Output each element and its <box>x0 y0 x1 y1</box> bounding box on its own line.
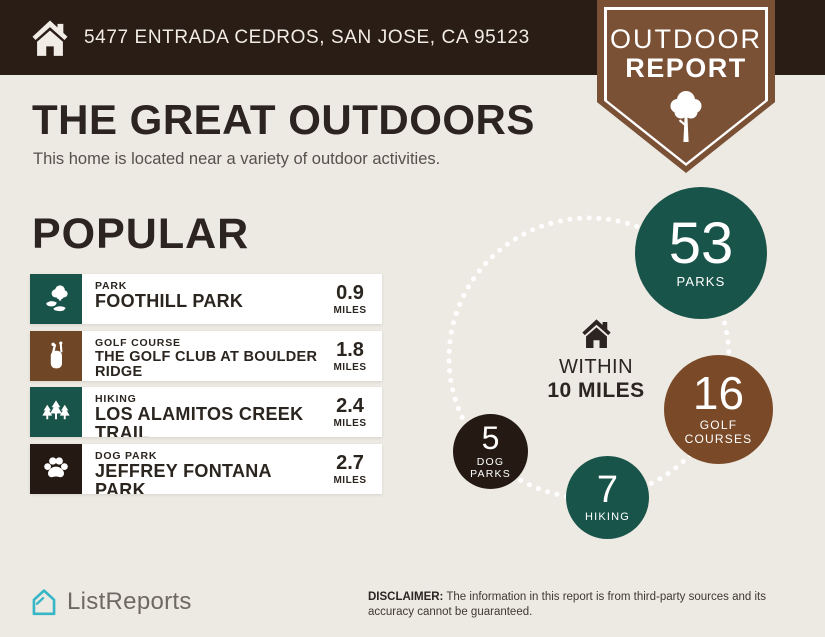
page-subtitle: This home is located near a variety of o… <box>33 150 441 168</box>
list-item-hiking: HIKING LOS ALAMITOS CREEK TRAIL 2.4 MILE… <box>30 387 382 437</box>
radius-label-line1: WITHIN <box>558 356 634 378</box>
item-distance: 2.7 MILES <box>333 451 367 486</box>
disclaimer: DISCLAIMER: The information in this repo… <box>368 590 794 620</box>
listreports-logo: ListReports <box>30 587 192 617</box>
item-category: PARK <box>95 280 128 292</box>
stat-label: HIKING <box>584 510 631 523</box>
property-address: 5477 ENTRADA CEDROS, SAN JOSE, CA 95123 <box>84 26 530 48</box>
disclaimer-text: The information in this report is from t… <box>368 591 766 618</box>
paw-icon <box>30 444 82 494</box>
item-name: LOS ALAMITOS CREEK TRAIL <box>95 404 304 437</box>
item-distance: 1.8 MILES <box>333 338 367 373</box>
stat-value: 7 <box>596 468 619 511</box>
stat-bubble-dog-parks: 5 DOG PARKS <box>453 414 528 489</box>
listreports-house-icon <box>32 589 56 616</box>
outdoor-report-badge: OUTDOOR REPORT <box>597 0 775 173</box>
item-distance: 2.4 MILES <box>333 394 367 429</box>
item-distance: 0.9 MILES <box>333 281 367 316</box>
item-name: THE GOLF CLUB AT BOULDER RIDGE <box>95 349 318 381</box>
stat-bubble-hiking: 7 HIKING <box>566 456 649 539</box>
golf-bag-icon <box>30 331 82 381</box>
stat-bubble-parks: 53 PARKS <box>635 187 767 319</box>
brand-name: ListReports <box>67 588 192 615</box>
list-item-dog-park: DOG PARK JEFFREY FONTANA PARK 2.7 MILES <box>30 444 382 494</box>
radius-label-line2: 10 MILES <box>547 379 645 402</box>
item-name: JEFFREY FONTANA PARK <box>95 461 272 494</box>
badge-title-line2: REPORT <box>625 53 747 83</box>
home-icon <box>581 319 611 348</box>
list-item-park: PARK FOOTHILL PARK 0.9 MILES <box>30 274 382 324</box>
pine-trees-icon <box>30 387 82 437</box>
stat-label: PARKS <box>676 273 726 289</box>
list-item-golf-course: GOLF COURSE THE GOLF CLUB AT BOULDER RID… <box>30 331 382 381</box>
badge-title-line1: OUTDOOR <box>610 24 762 54</box>
stat-value: 16 <box>692 367 745 420</box>
item-category: GOLF COURSE <box>95 337 181 349</box>
stat-bubble-golf-courses: 16 GOLF COURSES <box>664 355 773 464</box>
stat-label: GOLF COURSES <box>684 418 753 446</box>
stat-value: 5 <box>481 419 500 456</box>
item-category: HIKING <box>95 393 137 405</box>
tree-icon <box>670 91 702 142</box>
radius-center: WITHIN 10 MILES <box>546 318 646 403</box>
page-title: THE GREAT OUTDOORS <box>32 96 535 143</box>
stat-value: 53 <box>668 211 734 277</box>
item-category: DOG PARK <box>95 450 158 462</box>
stat-label: DOG PARKS <box>470 456 511 481</box>
home-icon <box>32 20 68 56</box>
item-name: FOOTHILL PARK <box>95 291 244 311</box>
disclaimer-label: DISCLAIMER: <box>368 591 444 603</box>
park-icon <box>30 274 82 324</box>
popular-heading: POPULAR <box>32 210 250 258</box>
